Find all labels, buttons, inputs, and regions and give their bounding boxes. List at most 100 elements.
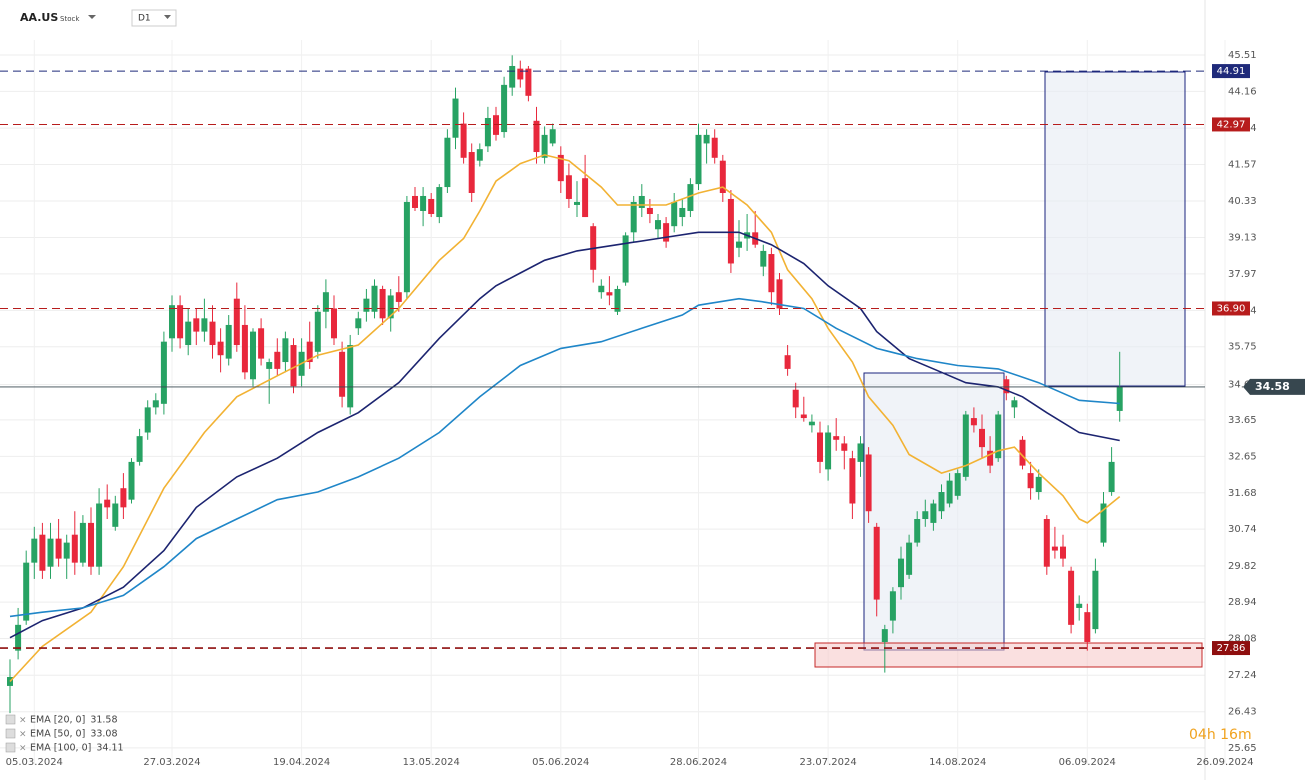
candle-body <box>857 443 864 462</box>
candle-body <box>160 341 167 404</box>
candle-body <box>322 292 329 312</box>
candle-body <box>541 134 548 158</box>
candle-body <box>209 321 216 346</box>
y-tick-label: 29.82 <box>1228 561 1257 572</box>
candle-body <box>646 207 653 215</box>
candle-body <box>436 187 443 218</box>
candle-body <box>784 355 791 369</box>
candle-body <box>468 152 475 193</box>
candle-body <box>501 84 508 133</box>
zone <box>1044 71 1186 387</box>
candle-body <box>96 503 103 567</box>
candle-body <box>152 400 159 408</box>
candle-body <box>582 178 589 218</box>
candle-body <box>833 436 840 440</box>
candle-body <box>630 201 637 233</box>
candle-body <box>128 461 135 500</box>
zone <box>814 642 1203 668</box>
candle-body <box>290 345 297 387</box>
y-tick-label: 31.68 <box>1228 488 1257 499</box>
candle-body <box>387 295 394 319</box>
candle-body <box>258 328 265 359</box>
legend-icon <box>5 742 16 753</box>
candle-body <box>695 134 702 185</box>
y-tick-label: 30.74 <box>1228 524 1257 535</box>
x-tick-label: 14.08.2024 <box>929 757 986 768</box>
candle-body <box>1027 473 1034 489</box>
y-tick-label: 27.24 <box>1228 670 1257 681</box>
candle-body <box>112 503 119 527</box>
ema-line <box>9 154 1121 683</box>
candle-body <box>428 198 435 215</box>
candle-body <box>898 558 904 588</box>
candle-body <box>1051 546 1058 551</box>
candle-body <box>266 362 273 369</box>
candle-body <box>47 538 54 567</box>
candle-body <box>63 542 70 559</box>
level-label: 36.90 <box>1217 303 1246 314</box>
dropdown-arrow[interactable] <box>164 15 171 19</box>
x-tick-label: 27.03.2024 <box>143 757 200 768</box>
candle-body <box>606 292 613 296</box>
candle-body <box>79 522 86 563</box>
candle-body <box>792 389 799 408</box>
y-tick-label: 40.33 <box>1228 196 1257 207</box>
legend-label: EMA [50, 0] <box>30 729 85 740</box>
candle-body <box>39 534 46 571</box>
candle-body <box>314 311 321 352</box>
x-tick-label: 13.05.2024 <box>403 757 460 768</box>
candle-body <box>906 542 913 575</box>
legend-icon <box>5 728 16 739</box>
candle-body <box>120 488 127 508</box>
candle-body <box>217 341 224 356</box>
candle-body <box>808 421 815 426</box>
candle-body <box>954 473 961 496</box>
legend-value: 33.08 <box>90 729 117 740</box>
interval: D1 <box>138 14 151 24</box>
candle-body <box>655 220 661 230</box>
level-label-bg <box>1212 641 1250 656</box>
candle-body <box>663 223 670 242</box>
candle-body <box>274 351 281 369</box>
interval-select[interactable] <box>131 9 177 27</box>
dropdown-arrow[interactable] <box>88 15 96 19</box>
candle-body <box>574 201 580 205</box>
candle-body <box>914 518 921 543</box>
candle-body <box>347 345 354 408</box>
candle-body <box>420 195 427 211</box>
x-tick-label: 05.06.2024 <box>532 757 589 768</box>
candle-body <box>671 201 678 227</box>
legend-cross: × <box>19 730 27 740</box>
candle-body <box>1092 570 1099 630</box>
level-label: 27.86 <box>1217 643 1246 654</box>
level-label: 44.91 <box>1217 66 1246 77</box>
candle-body <box>306 341 313 363</box>
candle-body <box>614 288 621 312</box>
y-tick-label: 34.65 <box>1228 379 1257 390</box>
candle-body <box>355 318 362 329</box>
candle-body <box>622 235 629 283</box>
candle-body <box>549 129 556 144</box>
candle-body <box>395 292 402 302</box>
legend-cross: × <box>19 716 27 726</box>
candle-body <box>687 184 694 211</box>
candle-body <box>849 458 856 504</box>
ema-line <box>9 297 1120 618</box>
candle-body <box>970 418 977 426</box>
price-label-bg <box>1243 378 1305 395</box>
level-label: 42.97 <box>1217 119 1246 130</box>
candle-body <box>760 250 767 267</box>
candle-body <box>727 198 734 264</box>
candle-body <box>225 324 232 359</box>
y-tick-label: 32.65 <box>1228 451 1257 462</box>
candle-body <box>71 534 78 563</box>
candle-body <box>638 195 645 208</box>
candle-body <box>144 407 151 433</box>
candle-body <box>719 160 726 193</box>
candle-body <box>233 298 240 346</box>
candle-body <box>282 338 289 363</box>
legend-icon <box>5 714 16 725</box>
candle-body <box>679 207 686 218</box>
candle-body <box>241 324 248 373</box>
y-tick-label: 41.57 <box>1228 159 1257 170</box>
